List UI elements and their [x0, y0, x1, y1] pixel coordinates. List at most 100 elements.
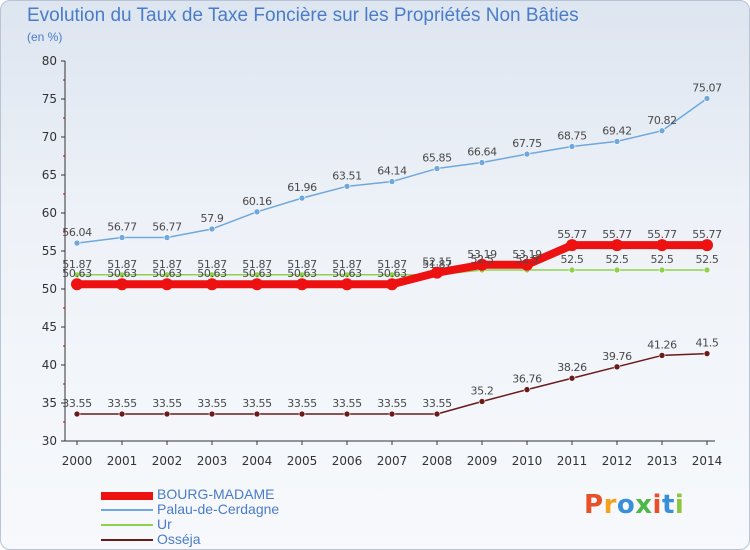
- data-label: 50.63: [377, 267, 407, 280]
- data-point: [163, 271, 171, 279]
- data-label: 33.55: [197, 397, 227, 410]
- data-label: 60.16: [242, 195, 272, 208]
- data-label: 55.77: [692, 228, 722, 241]
- data-point: [386, 278, 398, 291]
- data-point: [611, 239, 623, 252]
- data-point: [208, 410, 216, 418]
- data-label: 51.87: [332, 258, 362, 271]
- data-label: 51.87: [152, 258, 182, 271]
- data-point: [656, 239, 668, 252]
- data-label: 51.87: [197, 258, 227, 271]
- data-label: 55.77: [602, 228, 632, 241]
- legend-swatch: [101, 509, 153, 511]
- data-label: 56.77: [152, 221, 182, 234]
- data-point: [341, 278, 353, 291]
- data-point: [298, 410, 306, 418]
- data-point: [163, 234, 171, 241]
- data-point: [118, 271, 126, 279]
- proxiti-logo: Proxiti: [584, 490, 685, 520]
- data-label: 69.42: [602, 124, 632, 137]
- data-label: 61.96: [287, 181, 317, 194]
- data-point: [343, 183, 351, 190]
- data-label: 63.51: [332, 169, 362, 182]
- data-label: 50.63: [107, 267, 137, 280]
- data-point: [71, 278, 83, 291]
- data-point: [613, 266, 621, 274]
- data-label: 51.87: [422, 258, 452, 271]
- data-label: 50.63: [287, 267, 317, 280]
- data-point: [343, 271, 351, 279]
- x-tick-label: 2013: [647, 454, 678, 468]
- data-point: [613, 138, 621, 145]
- data-point: [521, 258, 533, 271]
- data-point: [703, 350, 711, 357]
- data-label: 41.5: [696, 337, 719, 350]
- chart-plot: 30 35 40 45 50 55 60 65 70 75 80 2000 2001 2002 2003 20…: [42, 54, 723, 468]
- y-tick-label: 60: [42, 206, 57, 220]
- data-point: [206, 278, 218, 291]
- legend-label: BOURG-MADAME: [157, 486, 275, 502]
- data-point: [476, 258, 488, 271]
- data-label: 51.87: [62, 258, 92, 271]
- data-point: [433, 165, 441, 172]
- data-label: 52.5: [516, 253, 539, 266]
- data-point: [118, 410, 126, 418]
- data-point: [118, 234, 126, 241]
- data-point: [388, 410, 396, 418]
- data-label: 56.04: [62, 226, 92, 239]
- data-point: [478, 159, 486, 166]
- data-point: [116, 278, 128, 291]
- data-label: 33.55: [287, 397, 317, 410]
- legend-label: Ur: [157, 516, 172, 532]
- data-point: [388, 178, 396, 185]
- x-tick-label: 2000: [62, 454, 93, 468]
- data-label: 53.19: [467, 248, 497, 261]
- data-point: [566, 239, 578, 252]
- y-tick-label: 45: [42, 320, 57, 334]
- data-point: [251, 278, 263, 291]
- x-tick-label: 2001: [107, 454, 138, 468]
- data-label: 50.63: [197, 267, 227, 280]
- data-point: [431, 266, 443, 279]
- data-point: [613, 363, 621, 371]
- x-tick-label: 2008: [422, 454, 453, 468]
- data-label: 66.64: [467, 146, 497, 159]
- data-label: 50.63: [152, 267, 182, 280]
- data-point: [568, 143, 576, 150]
- data-label: 33.55: [377, 397, 407, 410]
- data-point: [163, 410, 171, 418]
- data-label: 35.2: [471, 384, 494, 397]
- data-label: 36.76: [512, 373, 542, 386]
- data-point: [208, 271, 216, 279]
- data-label: 33.55: [62, 397, 92, 410]
- data-label: 52.5: [696, 253, 719, 266]
- data-point: [658, 127, 666, 135]
- data-label: 52.15: [422, 256, 452, 269]
- x-tick-label: 2005: [287, 454, 318, 468]
- legend-swatch: [101, 539, 153, 541]
- data-label: 57.9: [201, 212, 224, 225]
- y-tick-label: 70: [42, 130, 57, 144]
- data-point: [658, 352, 666, 359]
- legend-swatch: [101, 524, 153, 526]
- x-tick-label: 2006: [332, 454, 363, 468]
- x-tick-label: 2011: [557, 454, 588, 468]
- data-label: 64.14: [377, 165, 407, 178]
- data-point: [296, 278, 308, 291]
- data-point: [298, 271, 306, 279]
- data-point: [478, 398, 486, 405]
- data-label: 52.5: [651, 253, 674, 266]
- x-tick-label: 2007: [377, 454, 408, 468]
- chart-ticks: 30 35 40 45 50 55 60 65 70 75 80 2000 2001 2002 2003 20…: [42, 54, 723, 468]
- y-tick-label: 65: [42, 168, 57, 182]
- y-tick-label: 40: [42, 358, 57, 372]
- data-point: [523, 386, 531, 393]
- y-tick-label: 30: [42, 434, 57, 448]
- data-point: [568, 266, 576, 274]
- data-point: [568, 374, 576, 382]
- data-label: 51.87: [242, 258, 272, 271]
- data-label: 33.55: [422, 397, 452, 410]
- data-label: 75.07: [692, 81, 722, 94]
- legend-label: Palau-de-Cerdagne: [157, 501, 280, 517]
